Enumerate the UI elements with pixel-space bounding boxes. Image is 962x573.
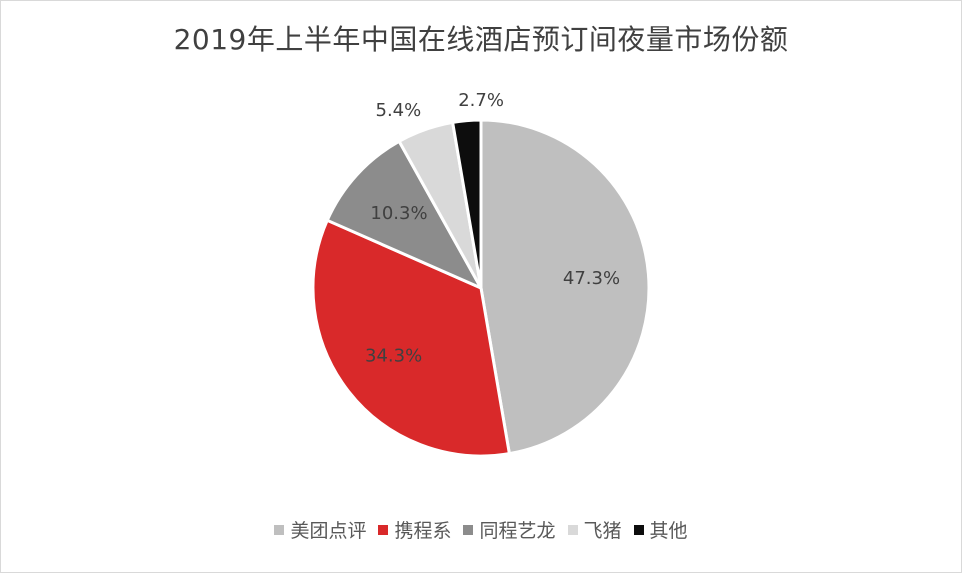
legend-item-others: 其他 xyxy=(633,516,688,543)
data-label-meituan: 47.3% xyxy=(563,268,620,289)
data-label-others: 2.7% xyxy=(458,90,504,111)
legend-item-fliggy: 飞猪 xyxy=(567,516,622,543)
pie-data-labels: 47.3% 34.3% 10.3% 5.4% 2.7% xyxy=(365,90,620,367)
legend-item-tongcheng-elong: 同程艺龙 xyxy=(463,516,556,543)
legend-swatch-meituan xyxy=(274,524,285,535)
legend-label-fliggy: 飞猪 xyxy=(583,520,622,542)
legend-label-ctrip: 携程系 xyxy=(394,520,452,542)
pie-slice-meituan xyxy=(479,118,651,456)
legend-label-others: 其他 xyxy=(649,520,688,542)
chart-title: 2019年上半年中国在线酒店预订间夜量市场份额 xyxy=(173,23,789,56)
legend-item-ctrip: 携程系 xyxy=(378,516,451,543)
pie-slice-others xyxy=(451,118,483,290)
pie-slice-tongcheng-elong xyxy=(325,139,483,290)
legend-label-tongcheng-elong: 同程艺龙 xyxy=(479,520,556,542)
legend-item-meituan: 美团点评 xyxy=(274,516,366,543)
legend-swatch-tongcheng-elong xyxy=(463,524,474,535)
pie-slices xyxy=(311,118,651,458)
legend-swatch-ctrip xyxy=(378,524,389,535)
data-label-fliggy: 5.4% xyxy=(376,100,422,121)
legend-label-meituan: 美团点评 xyxy=(290,520,367,542)
data-label-tongcheng-elong: 10.3% xyxy=(370,203,427,224)
data-label-ctrip: 34.3% xyxy=(365,346,422,367)
legend-swatch-others xyxy=(633,524,644,535)
legend-swatch-fliggy xyxy=(567,524,578,535)
chart-legend: 美团点评 携程系 同程艺龙 飞猪 其他 xyxy=(0,516,962,543)
